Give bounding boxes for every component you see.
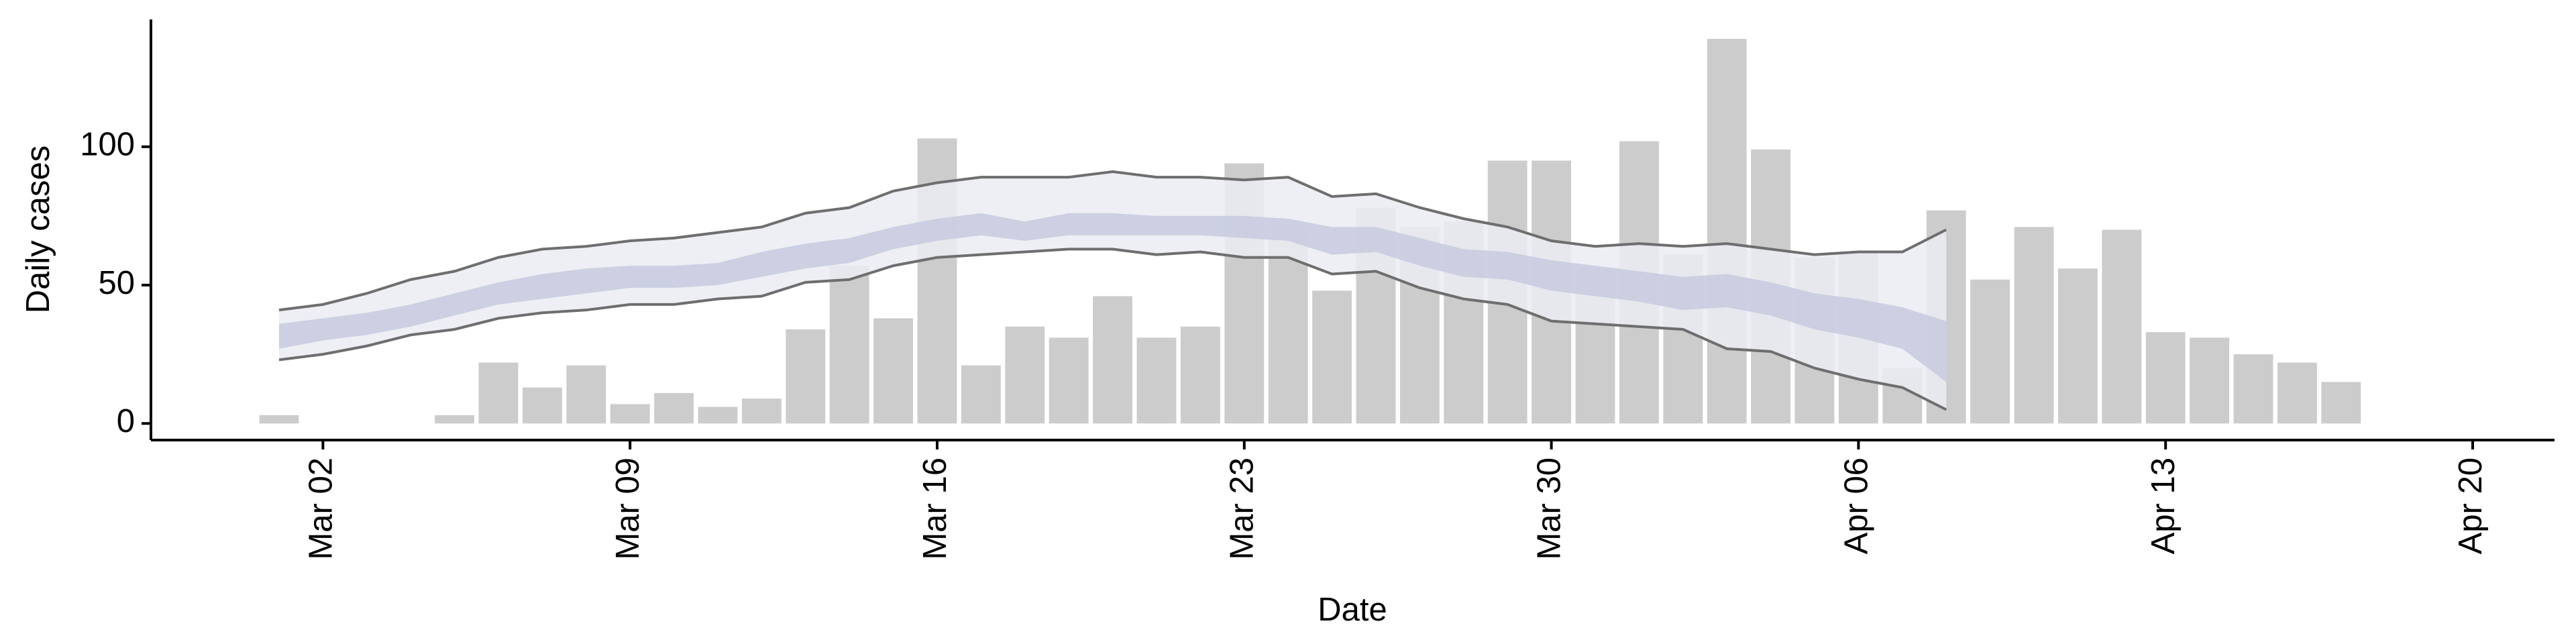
y-tick-label: 100 bbox=[80, 127, 135, 163]
bar bbox=[1093, 296, 1133, 424]
bar bbox=[2321, 382, 2361, 424]
x-tick-label: Apr 20 bbox=[2453, 458, 2489, 554]
bar bbox=[2190, 337, 2230, 424]
bar bbox=[2145, 332, 2186, 424]
bar bbox=[478, 362, 519, 424]
bar bbox=[961, 365, 1001, 424]
x-tick-label: Mar 16 bbox=[917, 458, 953, 560]
bar bbox=[1707, 38, 1747, 424]
x-tick-label: Apr 06 bbox=[1838, 458, 1874, 554]
bar bbox=[1970, 279, 2010, 424]
bar bbox=[1136, 337, 1177, 424]
bound-line bbox=[278, 248, 1947, 411]
y-tick-label: 0 bbox=[117, 403, 135, 439]
bar bbox=[873, 318, 914, 424]
bar bbox=[1049, 337, 1089, 424]
bar bbox=[2102, 229, 2142, 424]
bar bbox=[1180, 326, 1220, 424]
x-tick-label: Apr 13 bbox=[2145, 458, 2182, 554]
bar bbox=[2014, 227, 2054, 424]
bar bbox=[698, 407, 738, 424]
bar bbox=[654, 392, 694, 424]
x-tick-label: Mar 09 bbox=[610, 458, 646, 560]
bar bbox=[2277, 362, 2317, 424]
bar bbox=[522, 387, 562, 424]
x-tick-label: Mar 30 bbox=[1532, 458, 1568, 560]
x-tick-label: Mar 02 bbox=[303, 458, 339, 560]
y-tick-label: 50 bbox=[98, 265, 135, 301]
bound-line bbox=[278, 170, 1947, 312]
y-axis-title: Daily cases bbox=[20, 146, 56, 314]
x-tick-label: Mar 23 bbox=[1224, 458, 1260, 560]
x-axis-title: Date bbox=[1318, 592, 1387, 628]
bar bbox=[2233, 354, 2273, 424]
bar bbox=[2057, 268, 2098, 424]
bar bbox=[566, 365, 606, 424]
bar bbox=[259, 415, 299, 424]
bar bbox=[1005, 326, 1045, 424]
bar bbox=[786, 329, 826, 424]
bar bbox=[1312, 290, 1352, 424]
bar bbox=[435, 415, 475, 424]
bar bbox=[741, 398, 782, 424]
bar bbox=[610, 404, 650, 424]
uncertainty-band bbox=[279, 213, 1947, 382]
bar bbox=[829, 266, 869, 424]
